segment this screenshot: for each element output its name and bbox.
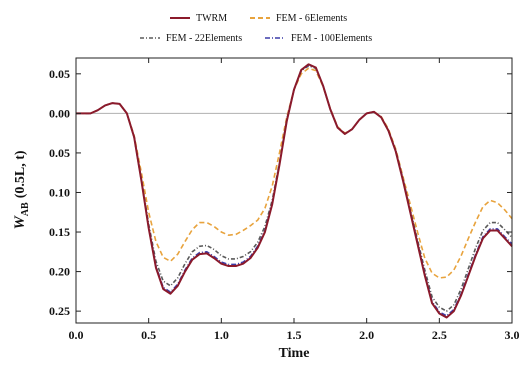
y-tick-label: 0.10 [49,185,70,199]
x-tick-label: 0.0 [69,328,84,342]
x-tick-label: 2.0 [359,328,374,342]
y-tick-label: 0.25 [49,304,70,318]
legend-label-fem-6: FEM - 6Elements [276,13,347,24]
legend: TWRM FEM - 6Elements FEM - 22Elements FE… [140,13,372,44]
legend-label-fem-100: FEM - 100Elements [291,33,372,44]
series-layer [76,63,513,319]
y-axis-label: WAB (0.5L, t) [12,150,31,229]
series-line-fem-22 [76,65,513,312]
y-tick-label: 0.00 [49,106,70,120]
legend-label-twrm: TWRM [196,13,227,24]
x-tick-label: 1.5 [287,328,302,342]
x-axis-ticks: 0.0 0.5 1.0 1.5 2.0 2.5 3.0 [69,58,519,342]
x-tick-label: 2.5 [432,328,447,342]
x-tick-label: 0.5 [141,328,156,342]
series-line-fem-100 [76,64,513,317]
series-line-twrm [76,63,513,319]
series-line-fem-6 [76,67,513,279]
x-tick-label: 3.0 [505,328,519,342]
x-axis-label: Time [279,346,310,361]
y-axis-label-main: W [12,215,28,230]
x-tick-label: 1.0 [214,328,229,342]
svg-text:WAB(0.5L, t): WAB (0.5L, t) [12,150,31,229]
y-tick-label: 0.15 [49,225,70,239]
y-tick-label: 0.20 [49,265,70,279]
y-tick-label: 0.05 [49,146,70,160]
y-axis-ticks: 0.05 0.00 0.05 0.10 0.15 0.20 0.25 [49,67,512,318]
y-tick-label: 0.05 [49,67,70,81]
y-axis-label-arg: (0.5L, t) [13,150,28,198]
legend-label-fem-22: FEM - 22Elements [166,33,242,44]
y-axis-label-subscript: AB [20,202,31,216]
plot-frame [75,57,513,324]
